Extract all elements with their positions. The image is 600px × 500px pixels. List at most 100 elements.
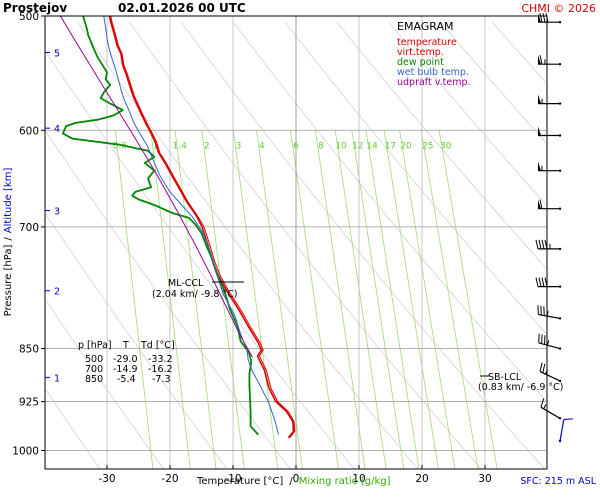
series-layer	[59, 16, 296, 439]
barb-flag	[541, 239, 545, 250]
pressure-tick-label: 925	[19, 397, 39, 409]
pressure-ticks: 500 600 700 850 925 1000	[12, 11, 45, 457]
mixing-ratio-line	[232, 130, 279, 469]
credit: CHMI © 2026	[521, 2, 596, 15]
mixing-ratio-labels: 0.6 1 1.4 2 3 4 6 8 10 12 14 17 20 25 30	[113, 141, 452, 151]
barb-half-flag	[545, 369, 549, 375]
barb-flag	[535, 239, 539, 250]
barb-pennant	[538, 94, 541, 104]
x-axis-sep: /	[289, 476, 293, 487]
mixing-ratio-label: 6	[293, 141, 299, 151]
temperature-tick-label: -30	[98, 473, 115, 485]
barb-pennant	[538, 161, 541, 171]
barb-station	[558, 207, 562, 210]
mixing-ratio-label: 2	[204, 141, 210, 151]
barb-flag	[544, 239, 548, 250]
temperature-ticks: -30 -20 -10 0 10 20 30	[98, 465, 492, 485]
barb-station	[558, 347, 562, 350]
barb-half-flag	[546, 311, 549, 317]
mixing-ratio-line	[114, 130, 154, 469]
table-header-td: Td [°C]	[140, 340, 175, 351]
legend-title: EMAGRAM	[397, 20, 454, 33]
dry-adiabat	[45, 298, 164, 469]
mixing-ratio-line	[438, 130, 498, 469]
wind-barbs	[535, 13, 574, 443]
surface-elevation: SFC: 215 m ASL	[520, 476, 596, 487]
barb-flag	[539, 13, 543, 23]
wind-barb	[538, 333, 562, 350]
barb-flag	[542, 363, 546, 373]
table-cell: 850	[85, 374, 103, 385]
dry-adiabat	[181, 21, 545, 469]
barb-station	[558, 317, 562, 320]
barb-pennant	[538, 199, 541, 209]
barb-half-flag	[543, 404, 547, 410]
y-axis-pressure: Pressure [hPa]	[3, 245, 14, 317]
barb-station	[558, 247, 562, 251]
wind-barb	[538, 94, 562, 105]
barb-flag	[535, 277, 539, 287]
legend-item-dew-point: dew point	[397, 57, 444, 68]
table-cell: 500	[85, 354, 103, 365]
dry-adiabat	[440, 21, 547, 145]
barb-station	[558, 379, 562, 383]
temperature-tick-label: -10	[224, 473, 241, 485]
wind-barb	[538, 13, 562, 24]
altitude-tick-label: 5	[54, 49, 60, 60]
wind-barb	[538, 126, 562, 137]
barb-staff	[538, 313, 561, 319]
altitude-tick-label: 2	[54, 287, 60, 298]
barb-flag	[541, 277, 545, 287]
mixing-ratio-line	[365, 130, 420, 469]
temperature-tick-label: 10	[352, 473, 365, 485]
barb-flag	[545, 13, 549, 23]
mixing-ratio-line	[383, 130, 439, 469]
series-wet-bulb-temp	[103, 16, 279, 435]
wind-barb	[535, 277, 562, 288]
mixing-ratio-line	[150, 130, 191, 469]
altitude-tick-label: 4	[54, 124, 60, 135]
dry-adiabat	[45, 49, 355, 469]
altitude-tick-label: 3	[54, 207, 60, 218]
dry-adiabat	[45, 129, 291, 469]
barb-station	[558, 285, 562, 288]
mixing-ratio-line	[174, 130, 217, 469]
legend-item-wet-bulb: wet bulb temp.	[397, 67, 469, 78]
barb-pennant	[538, 126, 541, 136]
level-table: p [hPa] T Td [°C] 500 -29.0 -33.2 700 -1…	[78, 340, 175, 385]
temperature-tick-label: 0	[293, 473, 300, 485]
table-cell: -7.3	[152, 374, 171, 385]
altitude-ticks: 1 2 3 4 5	[45, 49, 60, 384]
pressure-tick-label: 850	[19, 344, 39, 356]
barb-pennant	[538, 55, 541, 65]
barb-pennant	[538, 13, 541, 23]
legend-item-virt-temp: virt.temp.	[397, 47, 444, 58]
x-axis-mixing: Mixing ratio [g/kg]	[299, 476, 391, 487]
pressure-tick-label: 600	[19, 125, 39, 137]
barb-station	[558, 102, 562, 105]
dry-adiabat	[232, 21, 547, 403]
wind-barb	[538, 199, 562, 210]
mixing-ratio-line	[399, 130, 456, 469]
mixing-ratio-line	[256, 130, 303, 469]
dry-adiabat	[543, 21, 547, 26]
mixing-ratio-label: 8	[318, 141, 324, 151]
dry-adiabat	[388, 21, 547, 207]
wind-barb	[538, 161, 562, 172]
barb-station	[558, 62, 562, 66]
barb-staff	[559, 419, 565, 442]
mixing-ratio-label: 1.4	[173, 141, 188, 151]
dry-adiabat	[596, 22, 600, 469]
wind-barb	[539, 362, 562, 383]
temperature-tick-label: 30	[478, 473, 491, 485]
dry-adiabat	[77, 21, 419, 469]
sb-lcl-value: (0.83 km/ -6.9 °C)	[478, 382, 564, 393]
altitude-tick-label: 1	[54, 373, 60, 384]
mixing-ratio-label: 25	[422, 141, 433, 151]
table-cell: -5.4	[117, 374, 136, 385]
wind-barb	[558, 418, 574, 443]
mixing-ratio-label: 20	[400, 141, 412, 151]
legend: EMAGRAM temperature virt.temp. dew point…	[397, 20, 471, 88]
series-temperature	[108, 16, 295, 439]
